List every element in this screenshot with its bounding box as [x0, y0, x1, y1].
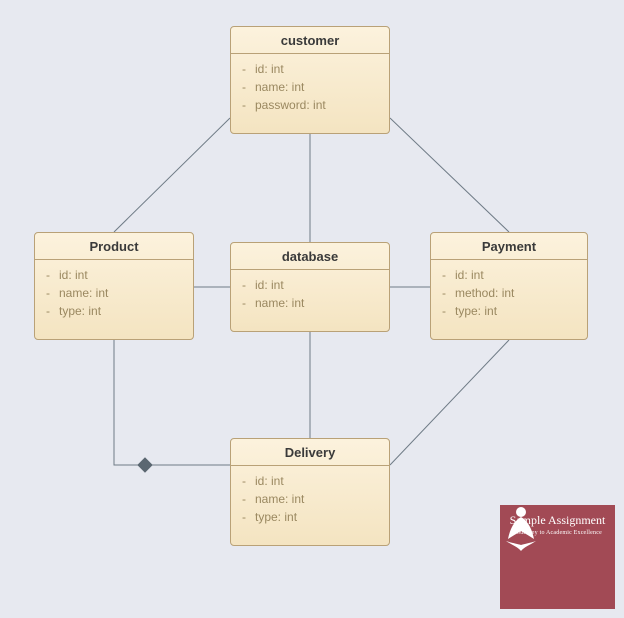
uml-class-delivery: Delivery-id: int-name: int-type: int: [230, 438, 390, 546]
uml-attribute: -name: int: [239, 490, 381, 508]
watermark-badge: Sample Assignment Your Key to Academic E…: [500, 505, 615, 609]
uml-class-title: database: [231, 243, 389, 270]
uml-class-title: customer: [231, 27, 389, 54]
uml-class-attributes: -id: int-method: int-type: int: [431, 260, 587, 328]
visibility-private-icon: -: [239, 276, 249, 294]
visibility-private-icon: -: [439, 266, 449, 284]
visibility-private-icon: -: [43, 284, 53, 302]
uml-attribute-text: id: int: [59, 268, 88, 282]
uml-attribute-text: name: int: [59, 286, 108, 300]
uml-attribute-text: type: int: [455, 304, 497, 318]
uml-attribute: -type: int: [239, 508, 381, 526]
uml-attribute-text: type: int: [59, 304, 101, 318]
visibility-private-icon: -: [239, 508, 249, 526]
uml-class-title: Delivery: [231, 439, 389, 466]
uml-attribute-text: type: int: [255, 510, 297, 524]
uml-attribute-text: name: int: [255, 80, 304, 94]
uml-class-attributes: -id: int-name: int: [231, 270, 389, 320]
uml-attribute-text: id: int: [455, 268, 484, 282]
uml-attribute: -name: int: [239, 294, 381, 312]
visibility-private-icon: -: [239, 78, 249, 96]
edge-payment-delivery: [390, 340, 509, 465]
uml-attribute: -name: int: [239, 78, 381, 96]
uml-class-database: database-id: int-name: int: [230, 242, 390, 332]
visibility-private-icon: -: [239, 60, 249, 78]
uml-attribute-text: id: int: [255, 474, 284, 488]
uml-attribute-text: id: int: [255, 62, 284, 76]
uml-class-product: Product-id: int-name: int-type: int: [34, 232, 194, 340]
diagram-stage: { "canvas": { "width": 624, "height": 61…: [0, 0, 624, 618]
visibility-private-icon: -: [239, 490, 249, 508]
uml-attribute: -type: int: [43, 302, 185, 320]
uml-attribute: -password: int: [239, 96, 381, 114]
watermark-figure-icon: [500, 505, 542, 551]
uml-class-title: Payment: [431, 233, 587, 260]
uml-attribute: -name: int: [43, 284, 185, 302]
uml-attribute: -id: int: [239, 472, 381, 490]
uml-attribute: -type: int: [439, 302, 579, 320]
edge-customer-product: [114, 118, 230, 232]
visibility-private-icon: -: [43, 302, 53, 320]
uml-class-customer: customer-id: int-name: int-password: int: [230, 26, 390, 134]
uml-attribute-text: id: int: [255, 278, 284, 292]
uml-class-attributes: -id: int-name: int-type: int: [231, 466, 389, 534]
edge-customer-payment: [390, 118, 509, 232]
edge-product-delivery: [114, 340, 230, 465]
uml-attribute: -id: int: [239, 276, 381, 294]
uml-attribute-text: name: int: [255, 492, 304, 506]
composition-diamond: [138, 458, 152, 472]
uml-class-title: Product: [35, 233, 193, 260]
visibility-private-icon: -: [239, 472, 249, 490]
uml-attribute: -method: int: [439, 284, 579, 302]
visibility-private-icon: -: [43, 266, 53, 284]
uml-class-attributes: -id: int-name: int-password: int: [231, 54, 389, 122]
visibility-private-icon: -: [239, 96, 249, 114]
uml-class-attributes: -id: int-name: int-type: int: [35, 260, 193, 328]
uml-attribute-text: password: int: [255, 98, 326, 112]
uml-class-payment: Payment-id: int-method: int-type: int: [430, 232, 588, 340]
visibility-private-icon: -: [439, 302, 449, 320]
uml-attribute-text: method: int: [455, 286, 514, 300]
uml-attribute: -id: int: [239, 60, 381, 78]
uml-attribute: -id: int: [439, 266, 579, 284]
visibility-private-icon: -: [239, 294, 249, 312]
visibility-private-icon: -: [439, 284, 449, 302]
uml-attribute: -id: int: [43, 266, 185, 284]
uml-attribute-text: name: int: [255, 296, 304, 310]
